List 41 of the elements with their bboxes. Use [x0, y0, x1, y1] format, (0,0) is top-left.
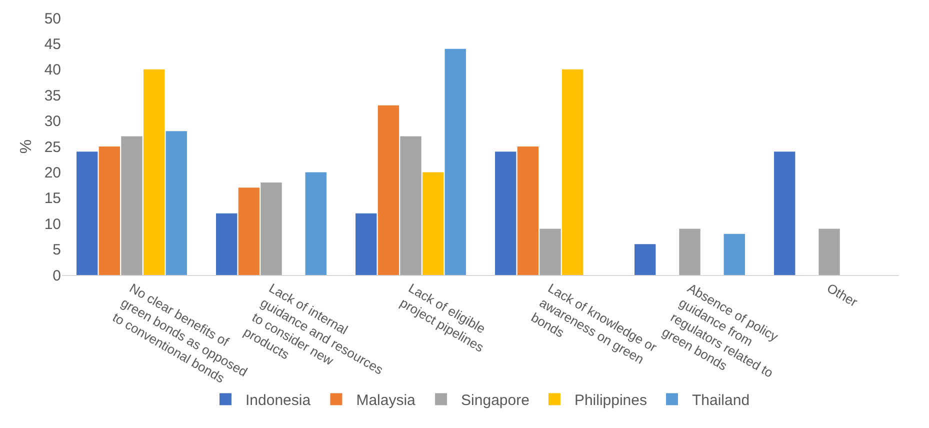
legend-label: Philippines [574, 392, 647, 410]
bar [166, 131, 187, 275]
bar [143, 69, 165, 275]
bar [400, 136, 422, 275]
bar [679, 228, 700, 275]
bar [774, 152, 796, 275]
bar [121, 136, 142, 275]
y-axis-title: % [18, 139, 36, 154]
x-tick-label: Other [824, 280, 861, 310]
legend-label: Indonesia [246, 392, 312, 410]
bar [216, 213, 238, 275]
y-tick-label: 25 [44, 138, 61, 156]
bar [495, 152, 516, 275]
bar [540, 228, 561, 275]
bar [444, 48, 466, 275]
bar [305, 172, 326, 275]
bar [378, 105, 400, 275]
y-tick-label: 15 [44, 190, 61, 208]
legend-label: Thailand [692, 392, 750, 410]
bar [818, 228, 840, 275]
bar [422, 172, 444, 275]
y-tick-label: 35 [44, 87, 61, 104]
legend-label: Malaysia [356, 392, 416, 410]
bar [356, 213, 377, 275]
bar [260, 182, 282, 275]
y-tick-label: 5 [52, 242, 61, 259]
bar [517, 146, 539, 275]
y-tick-label: 50 [44, 10, 61, 28]
y-tick-label: 20 [44, 164, 61, 182]
bar [634, 244, 656, 275]
bar [724, 234, 745, 275]
y-tick-label: 40 [44, 62, 61, 79]
legend-label: Singapore [461, 392, 530, 410]
y-tick-label: 45 [44, 36, 61, 53]
bar [238, 188, 260, 275]
bar [562, 69, 584, 275]
y-tick-label: 0 [52, 267, 61, 284]
bar [76, 152, 98, 275]
y-tick-label: 10 [44, 216, 61, 233]
bar [98, 146, 120, 275]
y-tick-label: 30 [44, 113, 61, 130]
